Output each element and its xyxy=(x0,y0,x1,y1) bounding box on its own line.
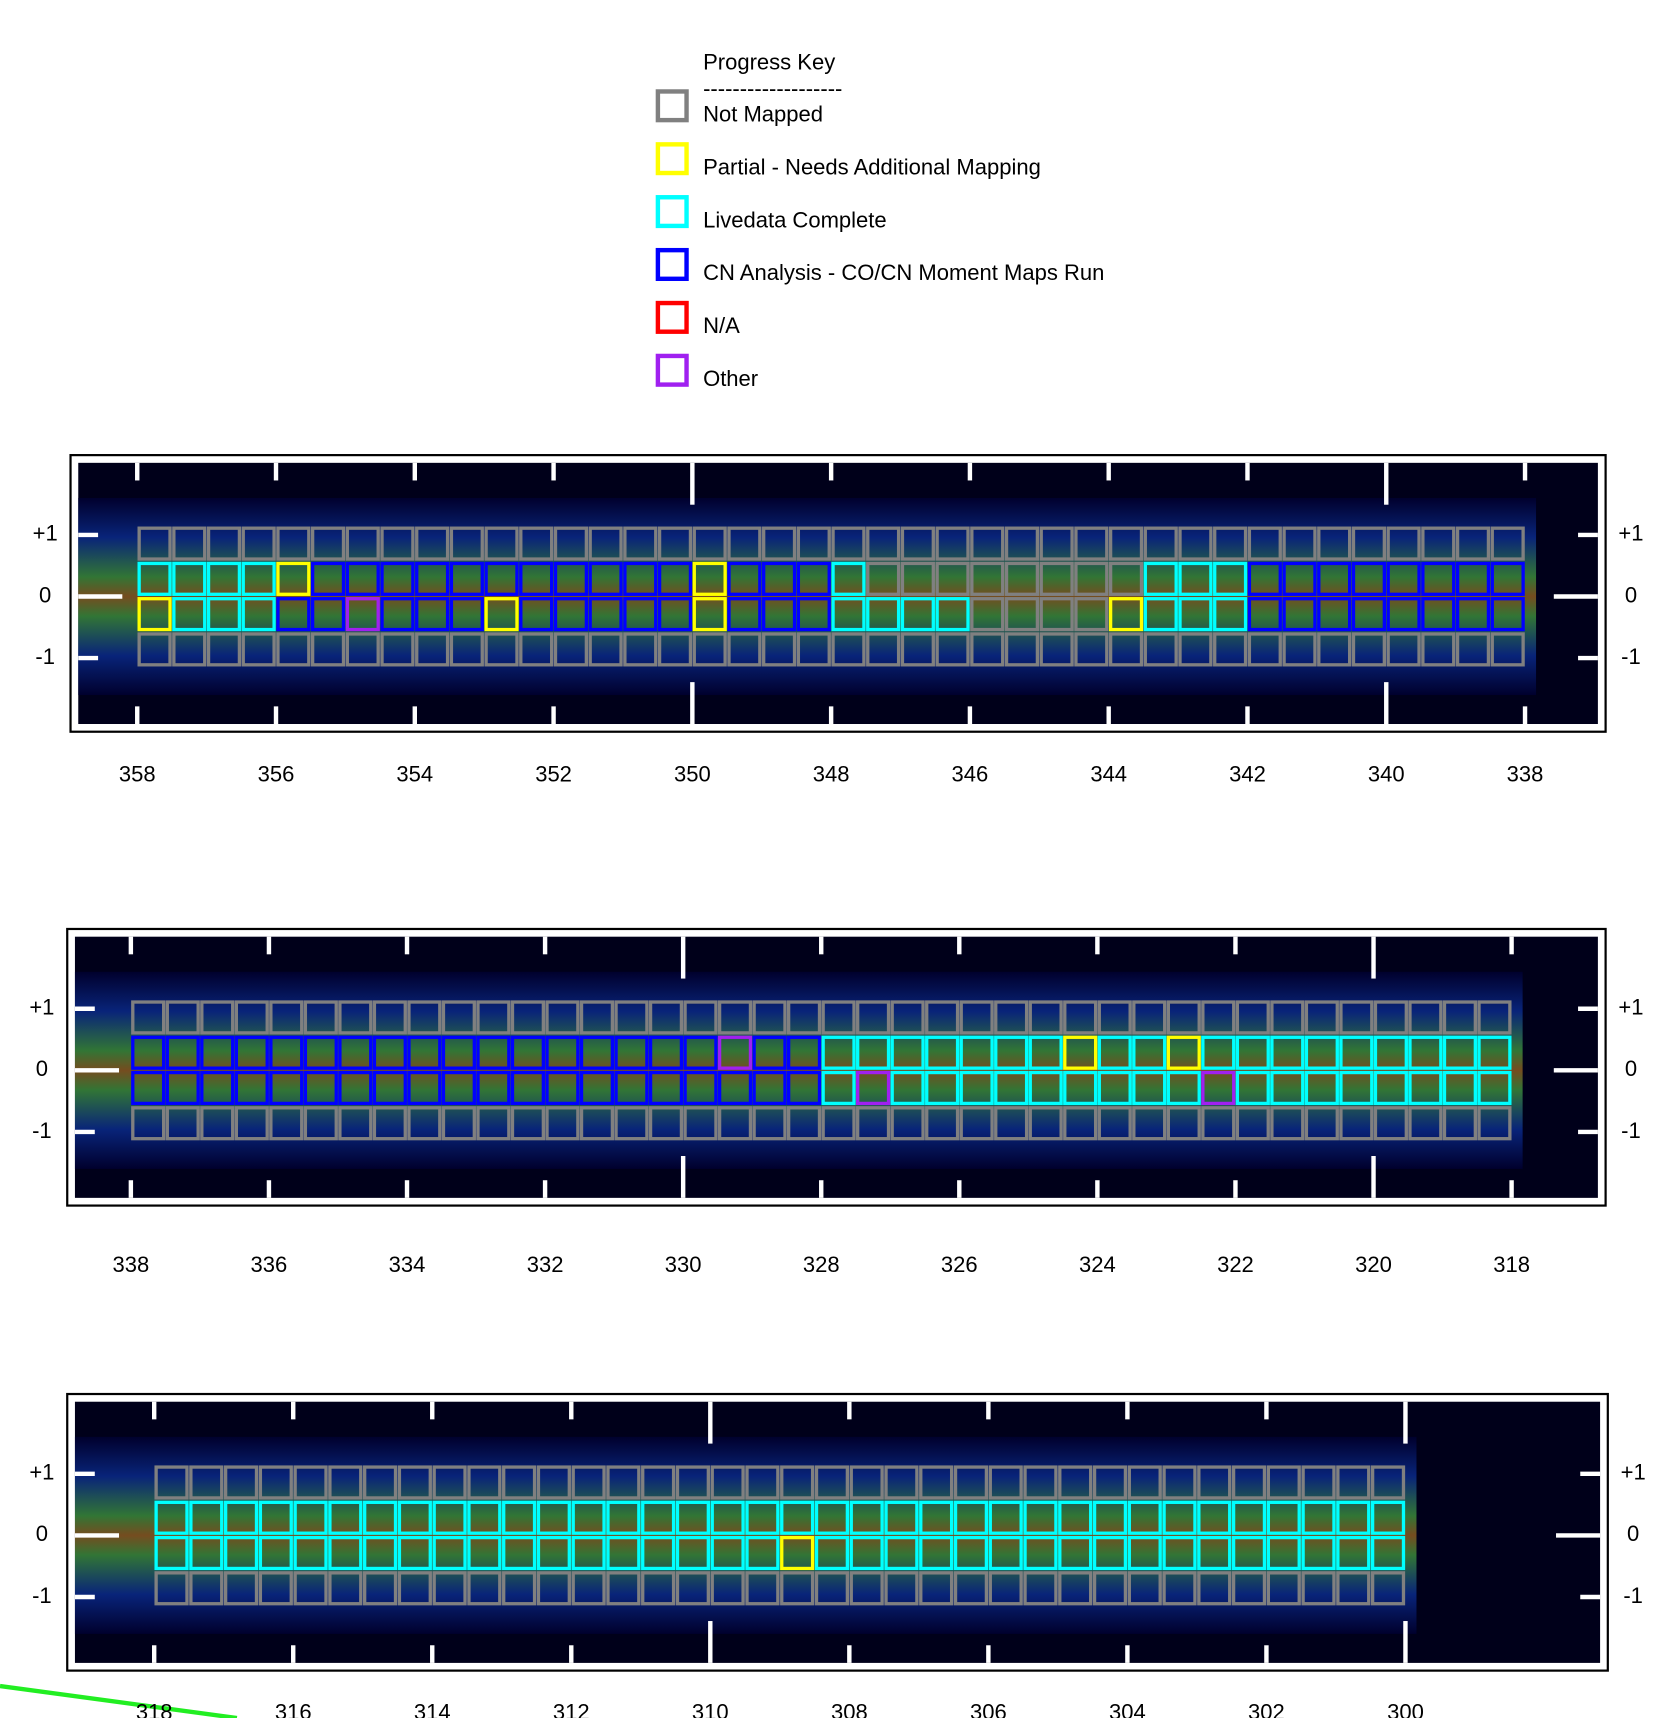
y-tick-label: -1 xyxy=(1621,1118,1641,1143)
page: Progress Key ------------------- Not Map… xyxy=(0,0,1653,1718)
x-tick-label: 318 xyxy=(136,1699,173,1718)
x-tick-label: 338 xyxy=(1507,762,1544,787)
y-tick-label: +1 xyxy=(29,995,54,1020)
legend-label: N/A xyxy=(703,313,740,338)
x-tick-label: 302 xyxy=(1248,1699,1285,1718)
x-tick-label: 358 xyxy=(119,762,156,787)
x-tick-label: 332 xyxy=(527,1252,564,1277)
x-tick-label: 326 xyxy=(941,1252,978,1277)
x-tick-label: 330 xyxy=(665,1252,702,1277)
x-tick-label: 322 xyxy=(1217,1252,1254,1277)
legend-label: Partial - Needs Additional Mapping xyxy=(703,154,1041,179)
x-tick-label: 312 xyxy=(553,1699,590,1718)
x-tick-label: 304 xyxy=(1109,1699,1146,1718)
x-tick-label: 352 xyxy=(535,762,572,787)
y-tick-label: 0 xyxy=(1627,1521,1639,1546)
legend-label: CN Analysis - CO/CN Moment Maps Run xyxy=(703,260,1104,285)
x-tick-label: 318 xyxy=(1493,1252,1530,1277)
x-tick-label: 346 xyxy=(952,762,989,787)
x-tick-label: 334 xyxy=(389,1252,426,1277)
y-tick-label: -1 xyxy=(32,1118,52,1143)
y-tick-label: 0 xyxy=(36,1521,48,1546)
x-tick-label: 344 xyxy=(1090,762,1127,787)
legend-label: Livedata Complete xyxy=(703,207,887,232)
y-tick-label: +1 xyxy=(1618,995,1643,1020)
x-tick-label: 310 xyxy=(692,1699,729,1718)
decoration-line xyxy=(0,1686,237,1718)
x-tick-label: 324 xyxy=(1079,1252,1116,1277)
legend-label: Not Mapped xyxy=(703,102,823,127)
x-tick-label: 300 xyxy=(1387,1699,1424,1718)
x-tick-label: 316 xyxy=(275,1699,312,1718)
y-tick-label: -1 xyxy=(1621,644,1641,669)
x-tick-label: 338 xyxy=(112,1252,149,1277)
y-tick-label: +1 xyxy=(33,521,58,546)
x-tick-label: 320 xyxy=(1355,1252,1392,1277)
x-tick-label: 328 xyxy=(803,1252,840,1277)
progress-map: Progress Key ------------------- Not Map… xyxy=(0,0,1653,1718)
x-tick-label: 356 xyxy=(258,762,295,787)
x-tick-label: 342 xyxy=(1229,762,1266,787)
x-tick-label: 348 xyxy=(813,762,850,787)
y-tick-label: 0 xyxy=(39,582,51,607)
legend-swatch xyxy=(658,144,687,173)
legend-swatch xyxy=(658,356,687,385)
y-tick-label: -1 xyxy=(1623,1583,1643,1608)
y-tick-label: -1 xyxy=(32,1583,52,1608)
legend-swatch xyxy=(658,91,687,120)
x-tick-label: 354 xyxy=(396,762,433,787)
legend-swatch xyxy=(658,197,687,226)
legend-label: Other xyxy=(703,366,758,391)
x-tick-label: 340 xyxy=(1368,762,1405,787)
y-tick-label: +1 xyxy=(1621,1460,1646,1485)
x-tick-label: 314 xyxy=(414,1699,451,1718)
y-tick-label: -1 xyxy=(35,644,55,669)
y-tick-label: 0 xyxy=(1625,582,1637,607)
y-tick-label: 0 xyxy=(1625,1056,1637,1081)
x-tick-label: 306 xyxy=(970,1699,1007,1718)
legend-title: Progress Key xyxy=(703,50,835,75)
y-tick-label: 0 xyxy=(36,1056,48,1081)
y-tick-label: +1 xyxy=(1618,521,1643,546)
legend-separator: ------------------- xyxy=(703,76,842,101)
legend-swatch xyxy=(658,303,687,332)
x-tick-label: 350 xyxy=(674,762,711,787)
legend-swatch xyxy=(658,250,687,279)
x-tick-label: 336 xyxy=(251,1252,288,1277)
y-tick-label: +1 xyxy=(29,1460,54,1485)
x-tick-label: 308 xyxy=(831,1699,868,1718)
